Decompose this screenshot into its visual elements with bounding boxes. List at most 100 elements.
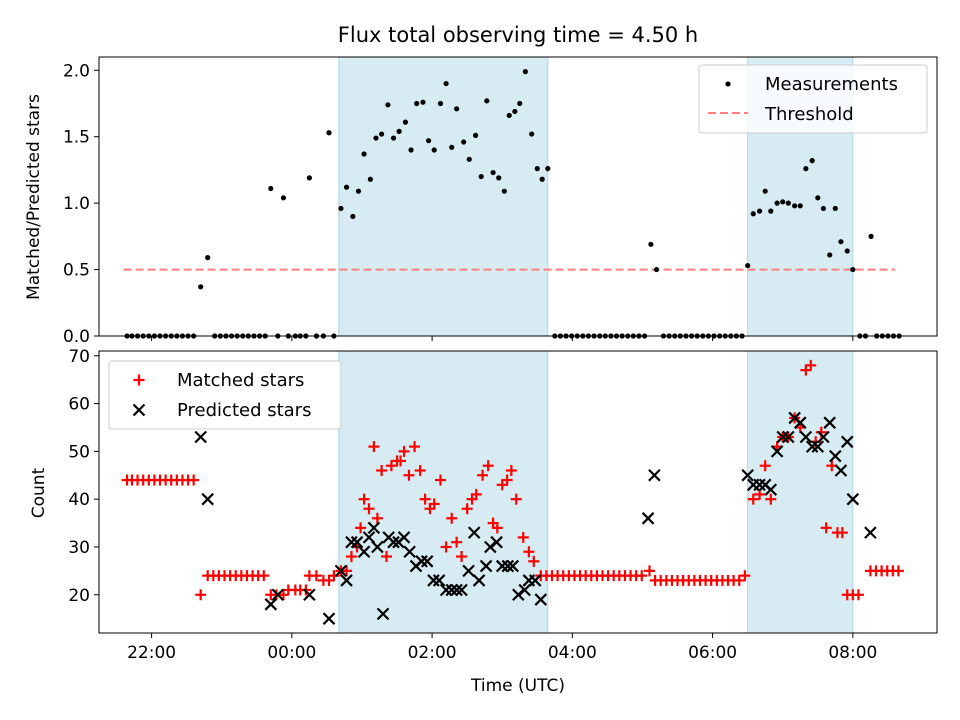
matched-stars-point (733, 574, 745, 586)
matched-stars-point (363, 503, 375, 515)
y-tick-label: 2.0 (63, 61, 90, 81)
matched-stars-point (446, 512, 458, 524)
matched-stars-point (765, 493, 777, 505)
matched-stars-point (428, 498, 440, 510)
y-tick-label: 20 (68, 586, 90, 606)
matched-stars-point (355, 522, 367, 534)
measurements-point (522, 69, 528, 75)
predicted-stars-point (264, 598, 278, 611)
matched-stars-point (398, 445, 410, 457)
matched-stars-point (820, 522, 832, 534)
measurements-point (838, 239, 844, 245)
matched-stars-point (419, 493, 431, 505)
measurements-point (306, 175, 312, 181)
measurements-point (396, 128, 402, 134)
predicted-stars-point (376, 607, 390, 621)
measurements-point (768, 208, 774, 214)
matched-stars-point (376, 464, 388, 476)
matched-stars-point (496, 479, 508, 491)
measurements-point (815, 195, 821, 201)
predicted-stars-point (387, 535, 400, 549)
count-legend: Matched stars Predicted stars (108, 360, 342, 430)
measurements-point (756, 208, 763, 214)
measurements-point (809, 158, 815, 164)
measurements-point (437, 100, 444, 107)
legend-measurements-label: Measurements (765, 74, 898, 95)
measurements-point (517, 100, 523, 107)
shaded-interval (747, 350, 854, 634)
measurements-point (484, 98, 490, 104)
matched-stars-point (323, 574, 335, 586)
predicted-stars-point (194, 430, 207, 444)
matched-stars-point (277, 589, 289, 601)
predicted-stars-point (371, 540, 384, 554)
predicted-stars-point (462, 564, 475, 578)
matched-stars-point (414, 464, 426, 476)
measurements-point (868, 233, 874, 239)
matched-stars-point (643, 565, 655, 577)
measurements-point (648, 241, 654, 247)
matched-stars-point (310, 570, 322, 582)
measurements-point (506, 112, 512, 119)
count-ticks: 20 30 40 50 60 70 22:00 00:00 02:00 04:00 06:00 08:… (68, 347, 877, 663)
x-tick-label: 22:00 (127, 643, 176, 663)
measurements-point (449, 144, 455, 150)
measurements-point (832, 205, 838, 212)
measurements-point (461, 139, 467, 145)
measurements-point (367, 176, 373, 182)
measurements-point (350, 213, 356, 220)
x-tick-label: 00:00 (267, 643, 316, 663)
measurements-point (512, 108, 518, 115)
predicted-stars-point (439, 583, 453, 597)
predicted-stars-point (846, 492, 860, 506)
legend-threshold-label: Threshold (764, 104, 854, 125)
y-tick-label: 40 (68, 490, 90, 510)
matched-stars-point (510, 493, 522, 505)
x-tick-label: 08:00 (828, 643, 877, 663)
y-tick-label: 1.0 (63, 194, 90, 214)
ratio-panel: 0.00.51.01.52.0 Matched/Predicted stars … (24, 56, 938, 347)
predicted-stars-point (641, 512, 655, 525)
predicted-stars-point (403, 545, 416, 559)
matched-stars-point (188, 474, 200, 486)
matched-stars-point (739, 570, 751, 582)
matched-stars-point (456, 551, 468, 563)
measurements-point (529, 131, 535, 137)
predicted-stars-point (805, 440, 819, 453)
predicted-stars-point (528, 574, 542, 587)
matched-stars-point (358, 493, 370, 505)
legend-measurements-marker (725, 81, 731, 87)
measurements-point (466, 156, 472, 162)
measurements-point (390, 135, 397, 141)
measurements-point (774, 200, 780, 206)
ratio-y-axis-label: Matched/Predicted stars (24, 94, 44, 300)
measurements-point (373, 135, 379, 141)
predicted-stars-point (864, 526, 877, 539)
measurements-point (205, 255, 211, 261)
matched-stars-point (501, 474, 513, 486)
y-tick-label: 1.5 (63, 128, 90, 148)
measurements-point (472, 132, 479, 138)
y-tick-label: 60 (68, 395, 90, 415)
predicted-stars-point (367, 521, 381, 535)
predicted-stars-point (450, 583, 463, 597)
predicted-stars-point (415, 555, 428, 568)
matched-stars-point (800, 364, 812, 376)
measurements-point (361, 151, 367, 157)
matched-stars-point (368, 441, 380, 453)
measurements-point (490, 169, 496, 176)
predicted-stars-point (490, 535, 503, 549)
matched-stars-point (461, 503, 473, 515)
measurements-point (443, 80, 449, 87)
predicted-stars-point (271, 588, 285, 602)
measurements-point (653, 266, 660, 273)
matched-stars-point (345, 551, 357, 563)
matched-stars-point (341, 565, 353, 577)
predicted-stars-point (467, 526, 481, 539)
predicted-stars-point (472, 574, 486, 587)
predicted-stars-point (495, 559, 509, 573)
predicted-stars-point (501, 559, 515, 573)
legend-box (698, 64, 928, 134)
predicted-stars-point (506, 559, 520, 573)
predicted-stars-point (776, 430, 790, 444)
